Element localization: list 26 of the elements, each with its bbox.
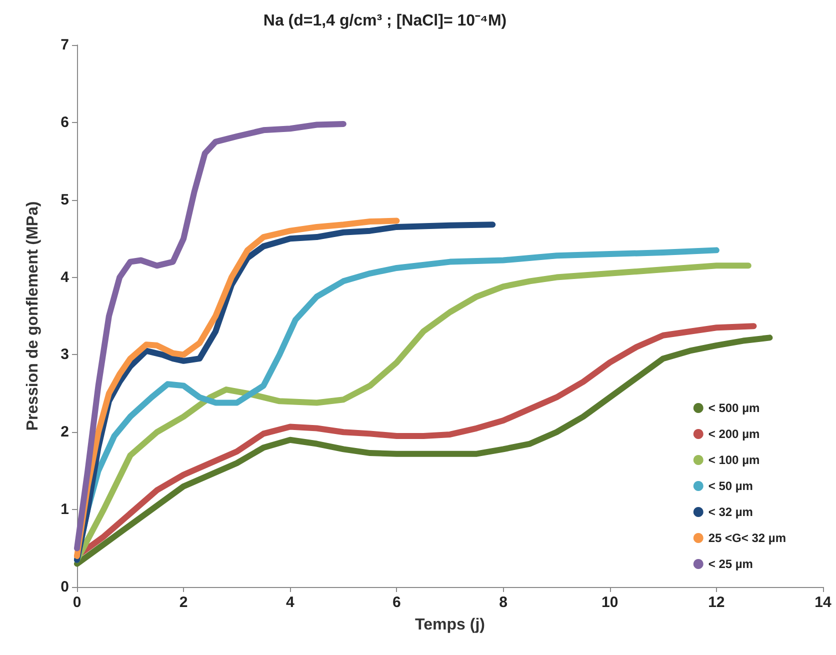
x-tick-label: 14 — [814, 594, 832, 611]
y-tick-label: 2 — [60, 424, 69, 441]
x-tick-label: 12 — [708, 594, 725, 611]
x-tick-label: 4 — [286, 594, 295, 611]
y-tick-label: 6 — [60, 114, 69, 131]
y-tick-label: 0 — [60, 578, 69, 596]
x-tick-label: 8 — [499, 594, 508, 611]
x-tick-label: 10 — [602, 594, 618, 611]
chart-title: Na (d=1,4 g/cm³ ; [NaCl]= 10⁻⁴M) — [263, 12, 507, 30]
y-tick-label: 5 — [60, 191, 69, 208]
x-tick-label: 0 — [72, 594, 82, 611]
y-tick-label: 3 — [60, 346, 69, 364]
y-axis-title: Pression de gonflement (MPa) — [24, 201, 42, 431]
y-tick-label: 1 — [60, 501, 69, 518]
legend-label: < 32 µm — [708, 505, 753, 519]
legend-label: < 200 µm — [708, 427, 760, 441]
legend-label: 25 <G< 32 µm — [708, 531, 786, 545]
legend-label: < 50 µm — [708, 479, 753, 493]
legend-label: < 500 µm — [708, 401, 760, 415]
y-tick-label: 4 — [60, 268, 70, 286]
x-axis-title: Temps (j) — [415, 616, 485, 634]
legend-label: < 100 µm — [708, 453, 760, 467]
legend-label: < 25 µm — [708, 557, 753, 571]
x-tick-label: 6 — [392, 594, 401, 611]
x-tick-label: 2 — [179, 594, 188, 611]
y-tick-label: 7 — [60, 36, 69, 54]
